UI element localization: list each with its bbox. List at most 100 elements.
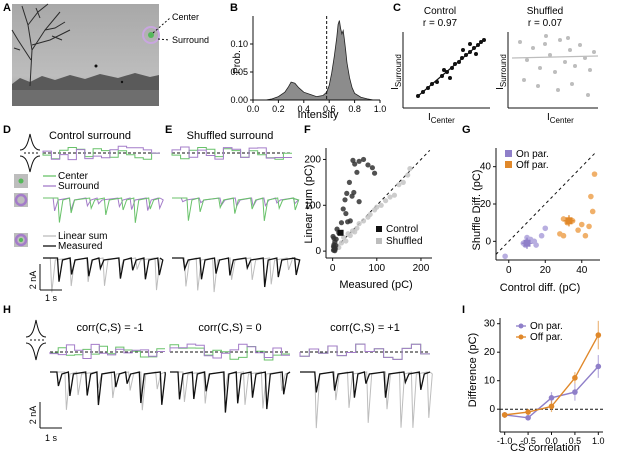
b-histogram-area	[265, 20, 374, 101]
d-stimulus-traces	[42, 145, 160, 161]
c-shuffled-point	[568, 48, 572, 52]
c-control-xlabel: ICenter	[428, 112, 455, 125]
f-point-shuffled	[360, 218, 367, 224]
e-center-current	[172, 197, 300, 221]
f-ytick-label: 0	[315, 246, 321, 257]
i-point	[548, 403, 555, 410]
d-stim-center	[42, 147, 160, 160]
g-xtick-label: 0	[506, 265, 512, 276]
f-point-control	[340, 206, 346, 212]
g-ytick-label: 0	[485, 236, 491, 247]
c-control-point	[468, 42, 472, 46]
c-shuffled-r: r = 0.07	[528, 18, 563, 29]
i-ytick-label: 0	[489, 404, 495, 415]
c-shuffled-point	[586, 93, 590, 97]
c-control-title: Control	[424, 6, 456, 17]
f-point-control	[333, 236, 339, 242]
c-control-point	[479, 40, 483, 44]
h-scale-y-label: 2 nA	[28, 406, 38, 425]
f-xtick-label: 100	[368, 263, 385, 274]
f-xlabel: Measured (pC)	[339, 279, 412, 291]
d-measured-trace	[43, 257, 164, 282]
panel-label-f: F	[304, 124, 311, 136]
d-stim-surround	[42, 145, 160, 161]
f-legend-shuffled: Shuffled	[386, 236, 423, 247]
c-shuffled-point	[566, 36, 570, 40]
h-stim-surround	[299, 343, 430, 360]
i-point	[595, 363, 602, 370]
photo-dot	[94, 64, 98, 68]
c-shuffled-point	[522, 78, 526, 82]
i-xtick-label: -0.5	[520, 436, 536, 446]
g-point	[589, 208, 596, 215]
panel-c-shuffled-scatter	[507, 32, 599, 109]
f-point-control	[332, 248, 338, 254]
f-xtick-label: 200	[413, 263, 430, 274]
i-legend-off: Off par.	[530, 332, 563, 343]
g-xtick-label: 40	[576, 265, 588, 276]
f-point-control	[333, 243, 339, 249]
i-point	[572, 389, 578, 395]
b-xlabel: Intensity	[298, 109, 339, 121]
d-scale-x-label: 1 s	[45, 293, 58, 303]
h-title-pos: corr(C,S) = +1	[330, 322, 400, 334]
panel-label-c: C	[393, 2, 401, 14]
h-traces	[49, 343, 433, 429]
d-linear-sum-trace	[43, 257, 161, 293]
c-control-point	[426, 86, 430, 90]
b-xtick-label: 1.0	[374, 104, 387, 114]
c-shuffled-ylabel: ISurround	[495, 54, 508, 90]
c-control-point	[453, 62, 457, 66]
f-point-shuffled	[387, 194, 393, 200]
f-point-control	[354, 169, 360, 175]
panel-i-line: -1.0 -0.5 0.0 0.5 1.0 0 10 20 30	[484, 318, 605, 446]
f-point-shuffled	[400, 179, 406, 185]
b-xtick-label: 0.2	[272, 104, 285, 114]
c-shuffled-point	[538, 66, 542, 70]
f-point-control	[369, 165, 375, 171]
h-stim-surround	[169, 343, 290, 359]
c-control-point	[430, 82, 434, 86]
c-shuffled-point	[544, 34, 548, 38]
c-control-point	[474, 52, 478, 56]
f-point-control	[338, 220, 345, 226]
i-point	[548, 395, 555, 401]
i-ytick-label: 30	[484, 319, 496, 330]
b-ytick-label: 0.00	[230, 95, 248, 105]
h-measured-trace	[170, 371, 291, 413]
panel-label-h: H	[3, 304, 11, 316]
f-point-shuffled	[349, 228, 356, 234]
panel-label-a: A	[3, 2, 11, 14]
c-shuffled-point	[525, 58, 529, 62]
c-control-point	[450, 66, 454, 70]
i-xtick-label: 0.5	[569, 436, 582, 446]
f-legend-control-marker	[376, 226, 382, 232]
c-shuffled-point	[588, 68, 592, 72]
f-ylabel: Linear sum (pC)	[303, 165, 315, 244]
c-shuffled-point	[553, 70, 557, 74]
b-xtick-label: 0.6	[323, 104, 336, 114]
b-ylabel: Prob.	[232, 50, 243, 74]
g-point	[560, 232, 567, 239]
g-legend-off-marker	[505, 161, 512, 168]
f-point-shuffled	[365, 214, 371, 220]
g-point	[591, 171, 598, 177]
panel-label-g: G	[462, 124, 471, 136]
g-xtick-label: 20	[540, 265, 552, 276]
d-center-current	[43, 197, 161, 223]
b-xtick-label: 0.4	[298, 104, 311, 114]
c-control-point	[468, 50, 472, 54]
h-stim-surround	[49, 343, 165, 359]
f-point-shuffled	[356, 221, 362, 227]
g-point	[531, 238, 538, 245]
i-legend-on-marker	[518, 323, 524, 329]
i-xtick-label: 1.0	[592, 436, 605, 446]
c-control-ylabel: ISurround	[390, 54, 403, 90]
c-shuffled-point	[558, 38, 562, 42]
f-point-shuffled	[396, 182, 402, 188]
legend-surround: Surround	[58, 181, 99, 192]
h-linear-sum-trace	[170, 371, 291, 409]
f-point-control	[351, 189, 357, 196]
e-stim-surround	[171, 146, 292, 160]
